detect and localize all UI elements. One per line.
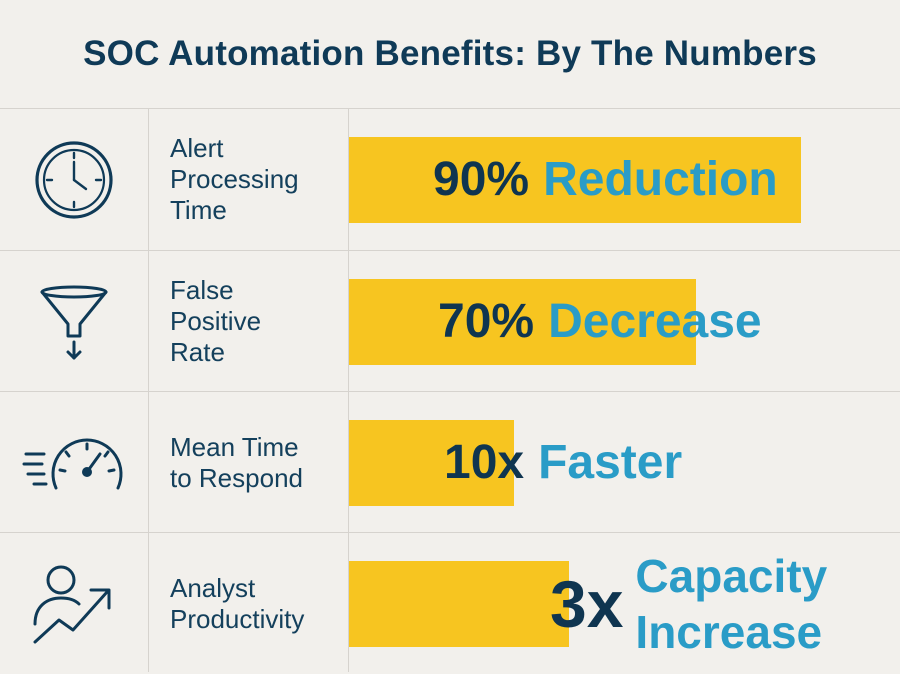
page-title: SOC Automation Benefits: By The Numbers — [83, 34, 817, 73]
metric-label: False Positive Rate — [170, 275, 262, 367]
value-unit: Capacity — [635, 549, 828, 602]
label-cell: Alert Processing Time — [170, 109, 345, 250]
value-unit: Reduction — [543, 153, 778, 206]
value-number: 3x — [550, 566, 624, 641]
metric-label: Alert Processing Time — [170, 133, 299, 225]
metric-row-alert-processing: Alert Processing Time 90% Reduction — [0, 109, 900, 250]
metric-row-productivity: Analyst Productivity 3x Capacity Increas… — [0, 533, 900, 674]
speedometer-icon — [22, 438, 123, 489]
icon-cell — [0, 392, 148, 533]
grid-line — [0, 391, 900, 392]
grid-line — [148, 108, 149, 672]
value-label: 3x Capacity Increase — [550, 533, 827, 674]
value-bar — [349, 561, 569, 647]
value-bar — [349, 420, 514, 506]
funnel-icon — [40, 285, 108, 359]
icon-cell — [0, 533, 148, 674]
value-label: 90% Reduction — [433, 109, 778, 250]
grid-line — [348, 108, 349, 672]
metric-row-false-positive: False Positive Rate 70% Decrease — [0, 251, 900, 392]
value-unit: Faster — [538, 436, 683, 489]
value-label: 70% Decrease — [438, 251, 762, 392]
value-label: 10x Faster — [444, 392, 682, 533]
metric-label: Analyst Productivity — [170, 572, 305, 634]
value-bar — [349, 137, 801, 223]
icon-cell — [0, 251, 148, 392]
value-unit: Increase — [635, 605, 823, 658]
label-cell: Analyst Productivity — [170, 533, 345, 674]
metric-row-mean-time: Mean Time to Respond 10x Faster — [0, 392, 900, 533]
value-number: 10x — [444, 436, 525, 489]
value-bar — [349, 279, 696, 365]
label-cell: False Positive Rate — [170, 251, 345, 392]
value-number: 90% — [433, 153, 530, 206]
icon-cell — [0, 109, 148, 250]
value-unit-stack: Capacity Increase — [635, 548, 827, 660]
value-unit: Decrease — [548, 295, 762, 348]
metric-label: Mean Time to Respond — [170, 431, 303, 493]
grid-line — [0, 108, 900, 109]
value-number: 70% — [438, 295, 535, 348]
grid-line — [0, 250, 900, 251]
clock-icon — [35, 140, 113, 219]
grid-line — [0, 532, 900, 533]
user-growth-icon — [33, 565, 111, 643]
label-cell: Mean Time to Respond — [170, 392, 345, 533]
